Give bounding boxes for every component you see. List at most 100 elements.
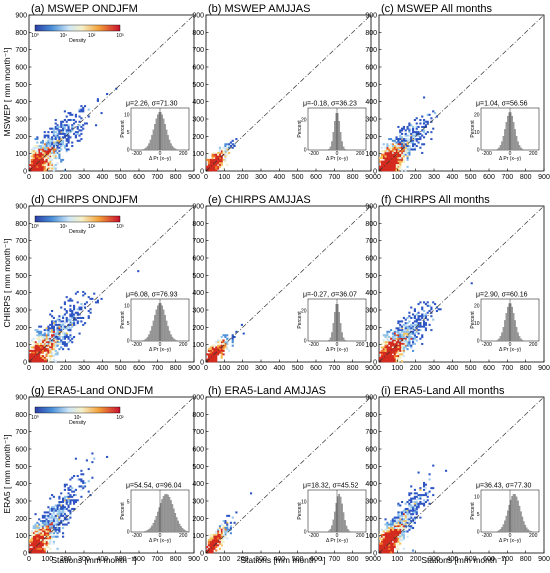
ylabel-row-2: CHIRPS [ mm month⁻¹] bbox=[2, 238, 12, 327]
inset-stats: μ=6.08, σ=76.93 bbox=[126, 292, 178, 299]
density-cell bbox=[35, 138, 37, 140]
density-cell bbox=[33, 359, 35, 361]
density-cell bbox=[44, 543, 46, 545]
density-cell bbox=[46, 162, 48, 164]
density-cell bbox=[49, 527, 51, 529]
density-cell bbox=[410, 492, 412, 494]
density-cell bbox=[396, 527, 398, 529]
density-cell bbox=[40, 543, 42, 545]
inset-x-tick: -200 bbox=[309, 151, 319, 157]
density-cell bbox=[408, 129, 410, 131]
density-cell bbox=[414, 320, 416, 322]
density-cell bbox=[57, 152, 59, 154]
inset-y-tick: 0 bbox=[477, 148, 480, 154]
density-cell bbox=[217, 166, 219, 168]
density-cell bbox=[396, 355, 398, 357]
density-cell bbox=[53, 131, 55, 133]
density-cell bbox=[40, 326, 42, 328]
density-cell bbox=[224, 155, 226, 157]
y-tick-label: 0 bbox=[23, 551, 27, 558]
density-cell bbox=[392, 544, 394, 546]
density-cell bbox=[66, 310, 68, 312]
inset-stats: μ=2.26, σ=71.30 bbox=[126, 101, 178, 108]
density-cell bbox=[399, 534, 401, 536]
density-cell bbox=[430, 308, 432, 310]
density-cell bbox=[36, 329, 38, 331]
density-cell bbox=[418, 506, 420, 508]
density-cell bbox=[226, 147, 228, 149]
density-cell bbox=[51, 128, 53, 130]
density-cell bbox=[416, 506, 418, 508]
density-cell bbox=[416, 140, 418, 142]
density-cell bbox=[407, 159, 409, 161]
density-cell bbox=[53, 355, 55, 357]
density-cell bbox=[213, 159, 215, 161]
density-cell bbox=[80, 303, 82, 305]
histogram-bar bbox=[186, 531, 187, 532]
density-cell bbox=[386, 331, 388, 333]
density-cell bbox=[412, 350, 414, 352]
density-cell bbox=[397, 138, 399, 140]
density-cell bbox=[397, 157, 399, 159]
density-cell bbox=[212, 346, 214, 348]
density-cell bbox=[58, 530, 60, 532]
density-cell bbox=[412, 129, 414, 131]
density-cell bbox=[397, 518, 399, 520]
density-cell bbox=[385, 360, 387, 362]
panel-title: (g) ERA5-Land ONDJFM bbox=[31, 385, 153, 397]
density-cell bbox=[47, 162, 49, 164]
density-cell bbox=[55, 150, 57, 152]
density-cell bbox=[394, 541, 396, 543]
histogram-bar bbox=[506, 122, 507, 150]
density-cell bbox=[425, 322, 427, 324]
density-cell bbox=[51, 518, 53, 520]
density-cell bbox=[57, 341, 59, 343]
density-cell bbox=[419, 517, 421, 519]
density-cell bbox=[55, 530, 57, 532]
density-cell bbox=[29, 164, 31, 166]
density-cell bbox=[58, 348, 60, 350]
inset-xlabel: Δ Pr (x−y) bbox=[499, 156, 521, 162]
density-cell bbox=[213, 536, 215, 538]
density-cell bbox=[217, 155, 219, 157]
density-cell bbox=[401, 525, 403, 527]
density-cell bbox=[383, 551, 385, 553]
density-cell bbox=[51, 327, 53, 329]
density-cell bbox=[53, 510, 55, 512]
density-cell bbox=[403, 329, 405, 331]
histogram-bar bbox=[344, 520, 345, 532]
density-cell bbox=[44, 511, 46, 513]
density-cell bbox=[405, 345, 407, 347]
density-cell bbox=[58, 520, 60, 522]
density-cell bbox=[210, 169, 212, 171]
density-cell bbox=[53, 142, 55, 144]
density-cell bbox=[410, 142, 412, 144]
density-cell bbox=[42, 140, 44, 142]
density-cell bbox=[383, 341, 385, 343]
density-cell bbox=[405, 327, 407, 329]
density-cell bbox=[55, 508, 57, 510]
density-cell bbox=[38, 333, 40, 335]
density-cell bbox=[235, 511, 237, 513]
density-cell bbox=[397, 148, 399, 150]
density-cell bbox=[40, 155, 42, 157]
density-cell bbox=[226, 338, 228, 340]
density-cell bbox=[215, 159, 217, 161]
density-cell bbox=[36, 525, 38, 527]
inset-x-tick: 200 bbox=[356, 151, 365, 157]
density-cell bbox=[418, 138, 420, 140]
density-cell bbox=[445, 470, 447, 472]
density-cell bbox=[425, 487, 427, 489]
density-cell bbox=[49, 524, 51, 526]
inset-x-tick: 200 bbox=[179, 342, 188, 348]
density-cell bbox=[418, 322, 420, 324]
density-cell bbox=[390, 520, 392, 522]
density-cell bbox=[416, 320, 418, 322]
density-cell bbox=[38, 525, 40, 527]
density-cell bbox=[226, 348, 228, 350]
density-cell bbox=[386, 522, 388, 524]
y-tick-label: 400 bbox=[192, 290, 204, 297]
density-cell bbox=[418, 312, 420, 314]
density-cell bbox=[213, 154, 215, 156]
density-cell bbox=[379, 543, 381, 545]
